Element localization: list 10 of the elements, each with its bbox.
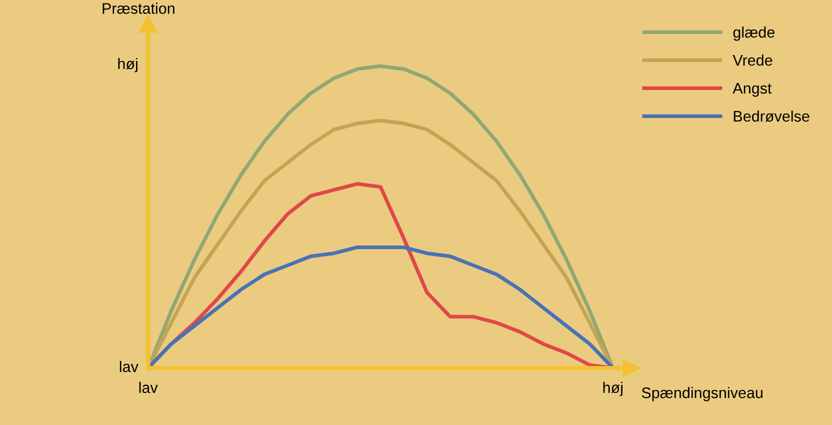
legend-label: Vrede — [732, 54, 772, 66]
legend-label: Bedrøvelse — [734, 110, 810, 122]
x-axis-title: Spændingsniveau — [642, 386, 762, 402]
legend-label: Angst — [732, 83, 772, 97]
text: høj — [118, 58, 138, 72]
y-axis-title: Præstation — [102, 2, 174, 14]
text: høj — [603, 382, 622, 396]
text: lav — [120, 360, 138, 372]
legend-label: glæde — [733, 26, 774, 41]
text: lav — [139, 382, 158, 394]
